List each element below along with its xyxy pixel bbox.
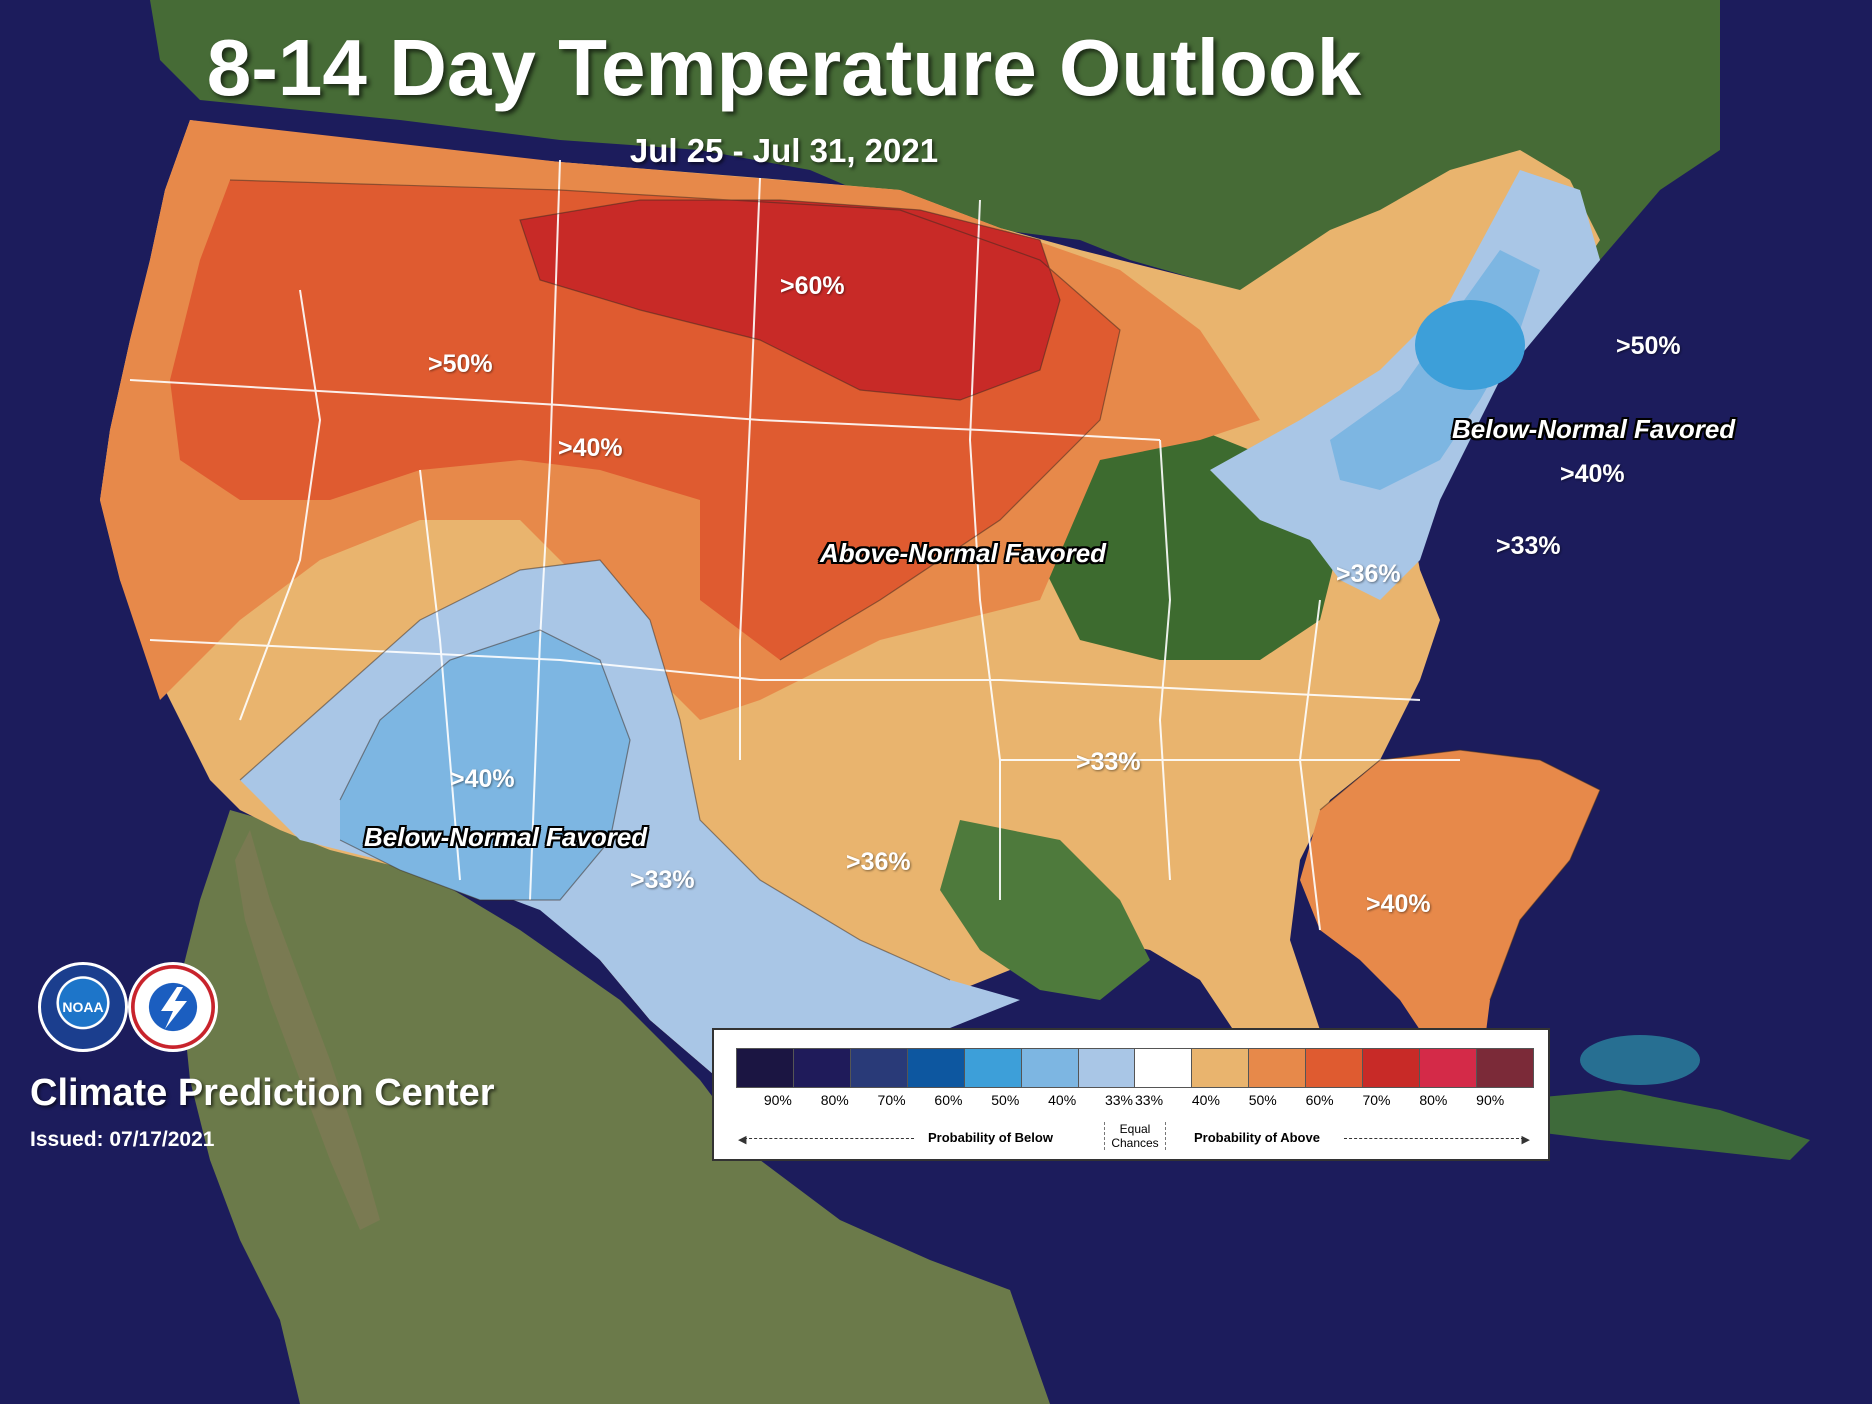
nws-bolt-icon bbox=[161, 987, 187, 1029]
issued-date: Issued: 07/17/2021 bbox=[30, 1128, 215, 1151]
legend-swatch bbox=[1306, 1049, 1364, 1087]
legend-below-caption: Probability of Below bbox=[928, 1130, 1053, 1145]
prob-label-below-40-northeast: >40% bbox=[1560, 460, 1625, 488]
above-60-north bbox=[520, 200, 1060, 400]
equal-chances-texas bbox=[940, 820, 1150, 1000]
cuba-land bbox=[1510, 1090, 1810, 1160]
legend-swatch bbox=[737, 1049, 794, 1087]
bahamas-shallows bbox=[1580, 1035, 1700, 1085]
prob-label-above-40-plains: >40% bbox=[558, 434, 623, 462]
legend-swatch bbox=[907, 1049, 965, 1087]
above-40-southeast bbox=[1300, 750, 1600, 1080]
prob-label-above-40-southeast: >40% bbox=[1366, 890, 1431, 918]
legend-tick-label: 80% bbox=[820, 1092, 849, 1108]
state-lines bbox=[129, 159, 1460, 931]
legend-tick-label: 90% bbox=[1476, 1092, 1505, 1108]
contour-lines bbox=[229, 179, 1601, 1001]
nws-logo bbox=[128, 962, 218, 1052]
noaa-logo: NOAA bbox=[38, 962, 128, 1052]
prob-label-above-36-ohio: >36% bbox=[1336, 560, 1401, 588]
arrow-left-icon: ◀ bbox=[738, 1134, 747, 1146]
legend-equal-caption: Equal Chances bbox=[1104, 1122, 1166, 1150]
legend-swatch bbox=[1249, 1049, 1307, 1087]
legend-tick-label: 70% bbox=[877, 1092, 906, 1108]
prob-label-above-60: >60% bbox=[780, 272, 845, 300]
baja-land bbox=[235, 830, 380, 1230]
legend-tick-label: 40% bbox=[1048, 1092, 1077, 1108]
legend-tick-label: 40% bbox=[1191, 1092, 1220, 1108]
legend-tick-row: 90% 80% 70% 60% 50% 40% 33% 33% 40% 50% 60% 70% 80% 9… bbox=[736, 1092, 1532, 1108]
map-title: 8-14 Day Temperature Outlook bbox=[206, 23, 1362, 112]
below-40-southwest bbox=[340, 630, 630, 900]
prob-label-below-50-northeast: >50% bbox=[1616, 332, 1681, 360]
legend-tick-label: 80% bbox=[1419, 1092, 1448, 1108]
legend-tick-label: 60% bbox=[1305, 1092, 1334, 1108]
prob-label-above-50: >50% bbox=[428, 350, 493, 378]
legend-swatch bbox=[1420, 1049, 1477, 1087]
below-50-northeast bbox=[1415, 300, 1525, 390]
legend-swatch bbox=[1078, 1049, 1136, 1087]
valid-dates: Jul 25 - Jul 31, 2021 bbox=[629, 132, 939, 169]
region-label-below-normal-west: Below-Normal Favored bbox=[364, 822, 648, 852]
legend-tick-label: 33% bbox=[1104, 1092, 1134, 1108]
prob-label-above-33-arkansas: >33% bbox=[1076, 748, 1141, 776]
legend-swatch bbox=[793, 1049, 851, 1087]
legend-swatch bbox=[1192, 1049, 1250, 1087]
mexico-land bbox=[180, 810, 1050, 1404]
legend-tick-label: 33% bbox=[1135, 1092, 1164, 1108]
legend-tick-label: 60% bbox=[934, 1092, 963, 1108]
legend-tick-label: 50% bbox=[1248, 1092, 1277, 1108]
legend-tick-label: 90% bbox=[763, 1092, 792, 1108]
legend-swatch bbox=[1363, 1049, 1421, 1087]
legend-below-arrow: ◀ bbox=[738, 1134, 914, 1146]
legend-swatch bbox=[964, 1049, 1022, 1087]
legend-swatch bbox=[1476, 1049, 1533, 1087]
legend-tick-label: 70% bbox=[1362, 1092, 1391, 1108]
region-label-above-normal: Above-Normal Favored bbox=[820, 538, 1107, 568]
legend-tick-label: 50% bbox=[991, 1092, 1020, 1108]
legend-swatch bbox=[1135, 1049, 1193, 1087]
legend-swatch bbox=[1021, 1049, 1079, 1087]
prob-label-below-33-northeast: >33% bbox=[1496, 532, 1561, 560]
prob-label-below-33-southwest: >33% bbox=[630, 866, 695, 894]
prob-label-below-40-southwest: >40% bbox=[450, 765, 515, 793]
legend-above-arrow: ▶ bbox=[1344, 1134, 1530, 1146]
legend-color-bar bbox=[736, 1048, 1534, 1088]
legend-above-caption: Probability of Above bbox=[1194, 1130, 1320, 1145]
legend-swatch bbox=[850, 1049, 908, 1087]
arrow-right-icon: ▶ bbox=[1521, 1134, 1530, 1146]
legend: 90% 80% 70% 60% 50% 40% 33% 33% 40% 50% 60% 70% 80% 9… bbox=[712, 1028, 1550, 1161]
region-label-below-normal-northeast: Below-Normal Favored bbox=[1452, 414, 1736, 444]
agency-name: Climate Prediction Center bbox=[30, 1072, 495, 1114]
noaa-logo-text: NOAA bbox=[62, 999, 104, 1015]
prob-label-above-36-texas: >36% bbox=[846, 848, 911, 876]
